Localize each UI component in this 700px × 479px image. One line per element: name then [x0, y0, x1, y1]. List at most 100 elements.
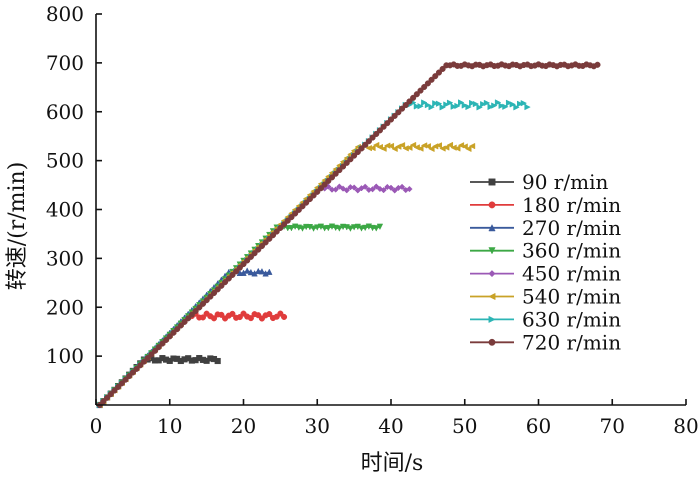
series-point	[314, 188, 321, 195]
series-point	[155, 344, 162, 351]
series-point	[332, 170, 339, 177]
series-point	[469, 99, 476, 107]
series-point	[461, 143, 468, 150]
series-point	[188, 311, 195, 318]
series-point	[266, 235, 273, 242]
legend-marker	[488, 178, 496, 186]
series-point	[192, 307, 199, 315]
series-point	[148, 351, 155, 358]
legend-label: 360 r/min	[522, 239, 621, 263]
legend-label: 630 r/min	[522, 307, 621, 331]
x-tick-label: 80	[673, 414, 698, 438]
series-point	[236, 264, 243, 271]
series-point	[214, 286, 221, 293]
series-point	[491, 102, 498, 109]
series-point	[277, 224, 284, 231]
series-point	[439, 104, 446, 111]
series-point	[413, 91, 420, 98]
series-point	[483, 99, 491, 107]
series-point	[218, 282, 225, 289]
series-point	[273, 228, 280, 235]
series-point	[284, 217, 291, 224]
y-tick-label: 200	[46, 295, 84, 319]
series-point	[107, 391, 114, 398]
legend-label: 540 r/min	[522, 285, 621, 309]
series-point	[325, 224, 332, 232]
series-point	[210, 315, 218, 322]
series-point	[406, 98, 413, 105]
series-point	[361, 224, 369, 232]
series-point	[203, 297, 210, 304]
series-point	[399, 105, 406, 112]
series-point	[362, 183, 369, 190]
y-tick-label: 100	[46, 344, 84, 368]
x-tick-label: 10	[157, 414, 182, 438]
series-point	[104, 394, 111, 401]
series-point	[517, 100, 524, 108]
series-point	[387, 116, 395, 123]
series-point	[314, 224, 321, 231]
series-point	[255, 246, 262, 253]
series-point	[502, 103, 509, 110]
series-point	[351, 152, 358, 159]
series-point	[505, 99, 513, 107]
series-point	[233, 268, 240, 275]
series-point	[513, 104, 520, 111]
series-0	[96, 355, 221, 409]
series-point	[594, 61, 601, 68]
series-line	[99, 269, 270, 406]
series-point	[395, 109, 402, 116]
y-tick-label: 500	[46, 149, 84, 173]
legend-entry: 720 r/min	[470, 330, 621, 354]
y-tick-label: 400	[46, 198, 84, 222]
series-point	[332, 186, 339, 193]
series-point	[240, 261, 247, 268]
legend-marker	[488, 292, 496, 301]
series-point	[299, 203, 306, 210]
series-point	[251, 250, 258, 257]
series-2	[96, 267, 273, 409]
x-tick-label: 0	[90, 414, 103, 438]
series-point	[494, 99, 502, 106]
series-point	[222, 279, 229, 286]
series-point	[181, 318, 188, 325]
series-point	[306, 195, 313, 203]
series-point	[413, 103, 421, 110]
series-point	[468, 142, 476, 150]
y-tick-label: 600	[46, 100, 84, 124]
series-point	[236, 314, 243, 321]
series-point	[122, 376, 129, 383]
series-7	[96, 61, 601, 409]
series-point	[424, 143, 431, 150]
series-point	[376, 127, 383, 134]
x-tick-label: 60	[526, 414, 551, 438]
series-point	[288, 214, 295, 221]
series-point	[424, 80, 431, 87]
series-point	[520, 99, 528, 107]
series-point	[247, 253, 254, 260]
series-point	[380, 123, 387, 130]
series-point	[321, 225, 328, 232]
series-line	[99, 185, 410, 406]
series-point	[262, 239, 269, 246]
series-point	[258, 242, 265, 250]
series-point	[435, 100, 443, 107]
series-point	[210, 289, 218, 297]
series-point	[336, 167, 343, 174]
series-point	[446, 99, 454, 106]
series-point	[115, 383, 122, 390]
series-point	[347, 225, 354, 232]
series-point	[347, 156, 354, 163]
series-point	[144, 354, 151, 362]
series-point	[465, 145, 472, 153]
y-tick-label: 700	[46, 51, 84, 75]
series-point	[498, 102, 505, 110]
series-point	[432, 100, 439, 107]
series-point	[111, 387, 118, 394]
series-point	[137, 362, 144, 369]
series-point	[199, 300, 206, 307]
series-point	[450, 103, 458, 110]
series-point	[398, 142, 406, 149]
series-point	[373, 225, 380, 232]
